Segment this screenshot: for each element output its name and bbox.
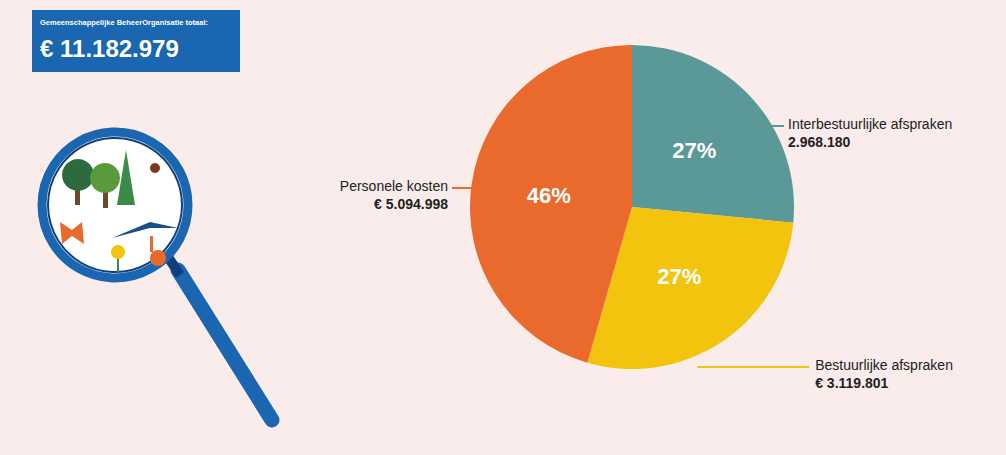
svg-text:27%: 27%	[657, 264, 701, 289]
svg-text:Personele kosten: Personele kosten	[340, 178, 448, 194]
svg-text:Bestuurlijke afspraken: Bestuurlijke afspraken	[815, 357, 953, 373]
svg-text:27%: 27%	[672, 138, 716, 163]
svg-text:€ 3.119.801: € 3.119.801	[815, 375, 888, 391]
svg-text:€ 5.094.998: € 5.094.998	[374, 196, 448, 212]
svg-text:Interbestuurlijke afspraken: Interbestuurlijke afspraken	[788, 116, 952, 132]
svg-text:Gemeenschappelijke BeheerOrgan: Gemeenschappelijke BeheerOrganisatie tot…	[40, 18, 208, 27]
svg-text:€ 11.182.979: € 11.182.979	[40, 35, 179, 62]
svg-text:2.968.180: 2.968.180	[788, 134, 850, 150]
svg-text:46%: 46%	[527, 183, 571, 208]
